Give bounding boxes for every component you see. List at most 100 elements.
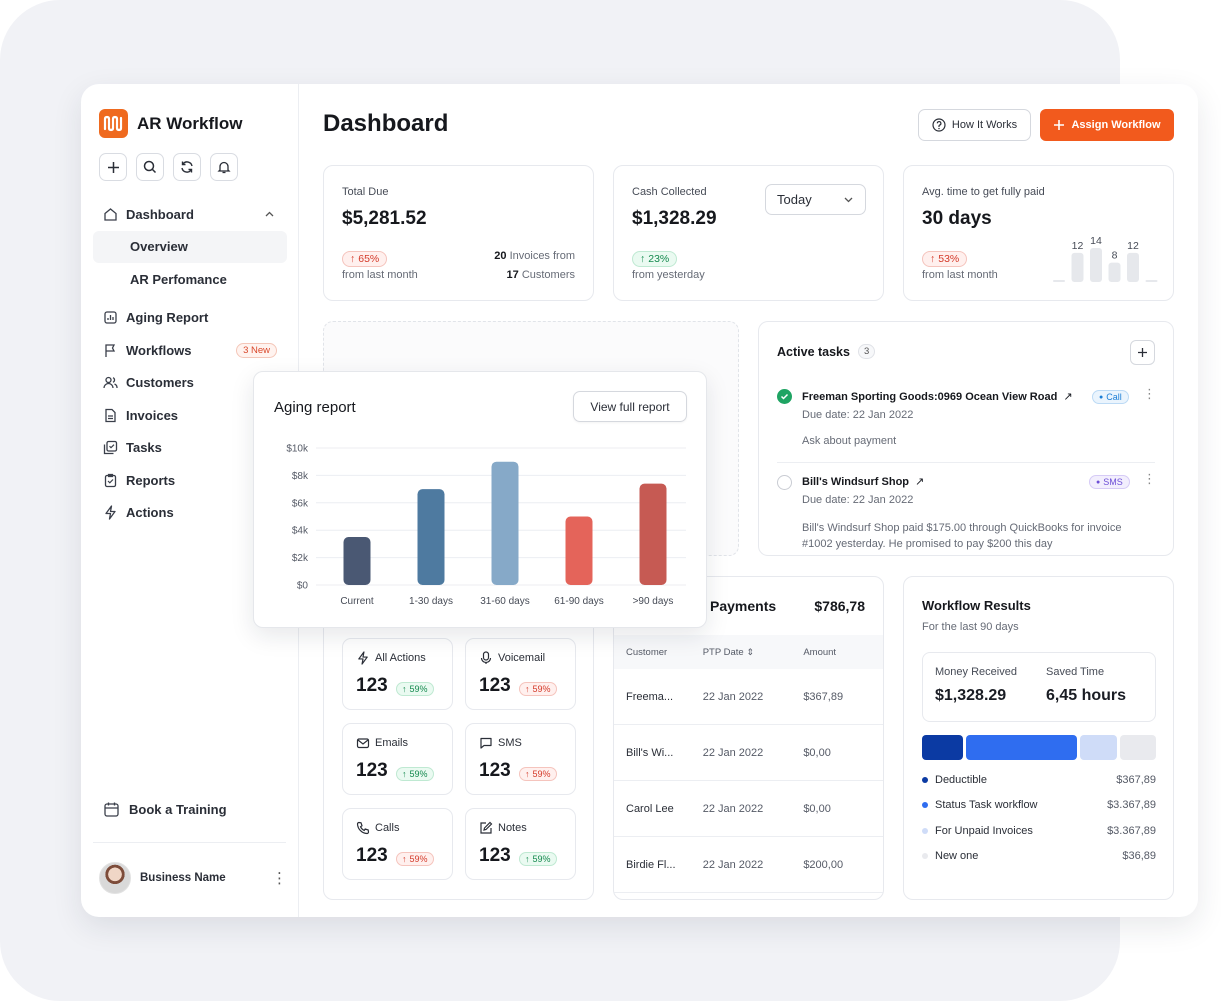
action-tile-emails[interactable]: Emails 123 ↑ 59% (342, 723, 453, 795)
assign-workflow-button[interactable]: Assign Workflow (1040, 109, 1174, 141)
mini-bar-empty (1053, 280, 1065, 282)
x-tick-label: Current (340, 596, 374, 607)
change-badge: ↑ 53% (922, 251, 968, 267)
task-due-date: Due date: 22 Jan 2022 (802, 409, 914, 421)
task-title-link[interactable]: Freeman Sporting Goods:0969 Ocean View R… (802, 390, 1073, 404)
book-training-label: Book a Training (129, 802, 227, 817)
sidebar-item-ar-performance[interactable]: AR Perfomance (93, 263, 287, 296)
sidebar-item-dashboard[interactable]: Dashboard (93, 198, 287, 231)
arrow-up-icon: ↑ (930, 253, 936, 265)
table-row[interactable]: Bill's Wi... 22 Jan 2022 $0,00 (614, 725, 883, 781)
stat-value: $1,328.29 (632, 208, 717, 229)
check-icon (780, 393, 789, 400)
action-tile-notes[interactable]: Notes 123 ↑ 59% (465, 808, 576, 880)
arrow-up-icon: ↑ (350, 253, 356, 265)
stat-value: 30 days (922, 208, 992, 229)
total-due-card: Total Due $5,281.52 ↑ 65% from last month… (323, 165, 594, 301)
sidebar-item-workflows[interactable]: Workflows 3 New (93, 334, 287, 367)
bar-31-60-days[interactable] (491, 461, 519, 585)
tasks-icon (103, 441, 118, 455)
mini-bar (1108, 262, 1121, 282)
sidebar-nav: Dashboard Overview AR Perfomance Aging R… (93, 198, 287, 529)
sidebar-item-invoices[interactable]: Invoices (93, 399, 287, 432)
legend-item: Status Task workflow $3.367,89 (922, 799, 1156, 811)
aging-report-card: Aging report View full report $0 $2k $4k $6… (253, 371, 707, 628)
sidebar-item-aging-report[interactable]: Aging Report (93, 302, 287, 335)
table-row[interactable]: Freema... 22 Jan 2022 $367,89 (614, 669, 883, 725)
user-profile[interactable]: Business Name ⋮ (99, 862, 287, 894)
sidebar-item-label: Tasks (126, 440, 162, 456)
more-vertical-icon[interactable]: ⋮ (1143, 386, 1156, 401)
aging-report-title: Aging report (274, 399, 356, 416)
task-title-link[interactable]: Bill's Windsurf Shop ↗ (802, 475, 925, 489)
stat-label: Total Due (342, 186, 389, 198)
logo[interactable]: AR Workflow (99, 109, 242, 138)
home-icon (104, 207, 117, 221)
bar-current[interactable] (343, 537, 371, 585)
sort-ptp-date[interactable]: PTP Date ⇕ (702, 646, 754, 658)
mini-bar (1071, 252, 1084, 282)
sidebar-item-label: Invoices (126, 407, 179, 423)
microphone-icon (480, 651, 492, 664)
task-checkbox-checked[interactable] (777, 389, 792, 404)
sidebar-item-customers[interactable]: Customers (93, 367, 287, 400)
call-tag: ● Call (1092, 390, 1129, 404)
sidebar-item-overview[interactable]: Overview (93, 230, 287, 263)
quick-actions (99, 153, 238, 181)
refresh-icon (181, 161, 193, 173)
bar-61-90-days[interactable] (565, 516, 593, 586)
sidebar-item-actions[interactable]: Actions (93, 497, 287, 530)
notifications-button[interactable] (210, 153, 238, 181)
search-icon (143, 160, 157, 174)
change-badge: ↑ 23% (632, 251, 678, 267)
segment-new-one (1120, 735, 1156, 760)
table-header: Customer PTP Date ⇕ Amount (614, 635, 883, 669)
money-received-label: Money Received (935, 666, 1017, 678)
arrow-up-icon: ↑ (640, 253, 646, 265)
search-button[interactable] (136, 153, 164, 181)
x-tick-label: 1-30 days (409, 596, 453, 607)
bar--90-days[interactable] (639, 483, 667, 585)
tasks-count-badge: 3 (857, 344, 876, 359)
sidebar-item-label: Dashboard (126, 206, 194, 222)
active-tasks-title: Active tasks (777, 344, 850, 359)
period-select[interactable]: Today (765, 184, 866, 215)
bar-1-30-days[interactable] (417, 489, 445, 585)
change-badge: ↑ 65% (342, 251, 388, 267)
payments-total: $786,78 (814, 598, 865, 614)
action-tile-calls[interactable]: Calls 123 ↑ 59% (342, 808, 453, 880)
action-tile-voicemail[interactable]: Voicemail 123 ↑ 59% (465, 638, 576, 710)
users-icon (103, 377, 118, 389)
how-it-works-button[interactable]: How It Works (918, 109, 1031, 141)
table-row[interactable]: Carol Lee 22 Jan 2022 $0,00 (614, 781, 883, 837)
more-vertical-icon[interactable]: ⋮ (1143, 471, 1156, 486)
more-vertical-icon[interactable]: ⋮ (272, 870, 287, 887)
mini-bar-chart: 12 14 8 12 (1053, 235, 1158, 282)
action-tile-all[interactable]: All Actions 123 ↑ 59% (342, 638, 453, 710)
workflow-title: Workflow Results (922, 598, 1031, 613)
book-training-link[interactable]: Book a Training (103, 801, 227, 818)
view-full-report-button[interactable]: View full report (573, 391, 687, 422)
workflow-results-card: Workflow Results For the last 90 days Mo… (903, 576, 1174, 900)
saved-time-value: 6,45 hours (1046, 687, 1127, 704)
action-tile-sms[interactable]: SMS 123 ↑ 59% (465, 723, 576, 795)
chevron-up-icon[interactable] (264, 209, 275, 220)
workflow-subtitle: For the last 90 days (922, 621, 1019, 633)
refresh-button[interactable] (173, 153, 201, 181)
aging-bar-chart: $0 $2k $4k $6k $8k $10k Current 1-30 days 31-60 … (286, 444, 686, 607)
task-due-date: Due date: 22 Jan 2022 (802, 494, 914, 506)
segment-status-task (966, 735, 1077, 760)
table-row[interactable]: Birdie Fl... 22 Jan 2022 $200,00 (614, 837, 883, 893)
sidebar-item-tasks[interactable]: Tasks (93, 432, 287, 465)
actions-card: All Actions 123 ↑ 59% Voicemail 123 ↑ 59% … (323, 576, 594, 900)
sidebar-item-label: Actions (126, 505, 174, 521)
payments-card: Payments $786,78 Customer PTP Date ⇕ Amo… (613, 576, 884, 900)
bell-icon (217, 161, 231, 174)
sidebar-item-reports[interactable]: Reports (93, 464, 287, 497)
active-tasks-card: Active tasks 3 Freeman Sporting Goods:09… (758, 321, 1174, 556)
task-checkbox[interactable] (777, 475, 792, 490)
add-task-button[interactable] (1130, 340, 1155, 365)
calendar-icon (104, 802, 119, 817)
add-button[interactable] (99, 153, 127, 181)
arrow-up-icon: ↑ (525, 769, 530, 779)
